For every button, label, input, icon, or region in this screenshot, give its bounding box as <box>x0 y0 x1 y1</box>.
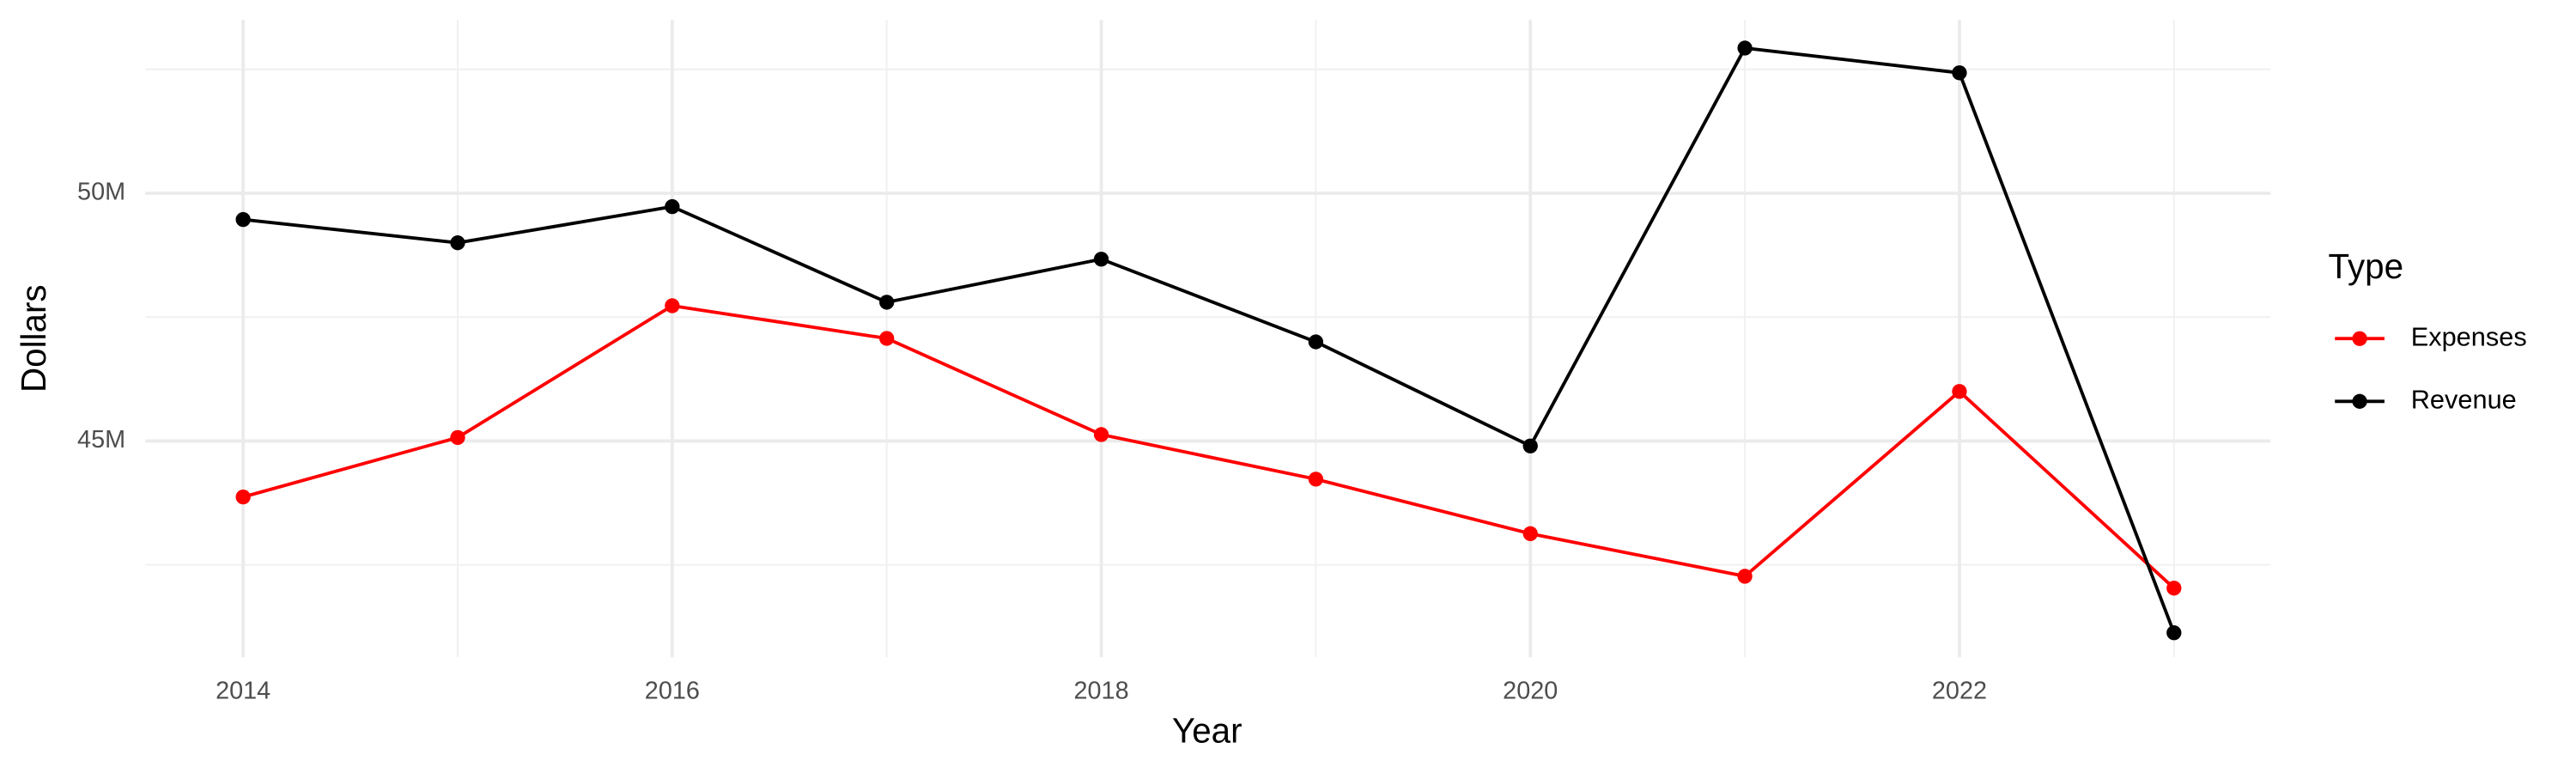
data-point <box>235 211 251 228</box>
legend-marker <box>2352 331 2367 346</box>
y-axis-title: Dollars <box>14 284 53 393</box>
x-tick-label: 2018 <box>1073 677 1128 704</box>
legend-label: Revenue <box>2411 384 2517 414</box>
data-point <box>1952 384 1967 399</box>
data-point <box>1737 40 1753 56</box>
data-point <box>1522 526 1538 541</box>
legend-label: Expenses <box>2411 321 2527 351</box>
data-point <box>1093 427 1109 442</box>
y-tick-label: 45M <box>77 426 125 453</box>
data-point <box>1308 472 1324 487</box>
x-tick-label: 2014 <box>216 677 270 704</box>
series-line <box>242 46 2176 634</box>
data-point <box>450 235 465 251</box>
data-point <box>2166 625 2182 641</box>
data-point <box>1952 65 1967 81</box>
data-point <box>2166 581 2182 596</box>
data-point <box>879 331 895 346</box>
data-point <box>235 489 251 505</box>
x-tick-label: 2016 <box>645 677 700 704</box>
x-axis-title: Year <box>1172 711 1242 751</box>
x-tick-label: 2020 <box>1503 677 1558 704</box>
data-point <box>665 298 680 313</box>
data-point <box>1093 252 1109 267</box>
data-point <box>450 429 465 446</box>
legend-title: Type <box>2329 247 2404 286</box>
data-point <box>1737 569 1753 584</box>
x-tick-label: 2022 <box>1932 677 1987 704</box>
data-point <box>879 295 895 310</box>
series-line <box>242 303 2176 590</box>
data-point <box>1308 334 1324 350</box>
data-point <box>665 198 680 215</box>
y-tick-label: 50M <box>77 179 125 206</box>
data-point <box>1522 438 1538 453</box>
legend-marker <box>2352 393 2367 409</box>
